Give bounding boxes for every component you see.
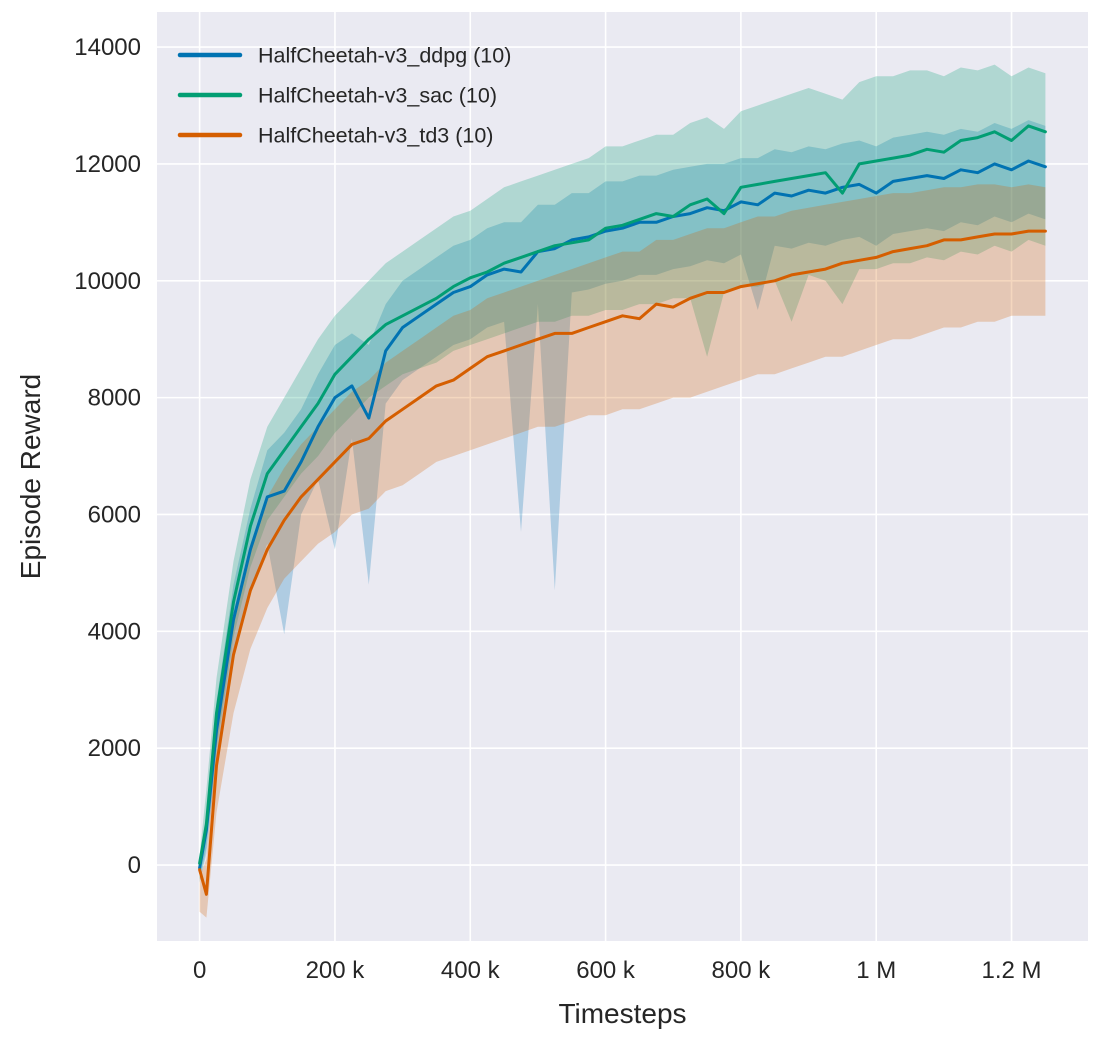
legend-label-ddpg: HalfCheetah-v3_ddpg (10) bbox=[258, 44, 511, 68]
grid bbox=[157, 12, 1088, 941]
y-tick-label: 4000 bbox=[88, 618, 141, 645]
y-tick-label: 6000 bbox=[88, 501, 141, 528]
y-tick-label: 10000 bbox=[74, 268, 141, 295]
legend-label-sac: HalfCheetah-v3_sac (10) bbox=[258, 84, 497, 108]
x-tick-label: 1.2 M bbox=[982, 957, 1042, 984]
mean-line-td3 bbox=[198, 229, 1047, 896]
series-layer bbox=[198, 64, 1047, 918]
y-tick-label: 8000 bbox=[88, 385, 141, 412]
legend: HalfCheetah-v3_ddpg (10) HalfCheetah-v3_s… bbox=[177, 44, 511, 148]
legend-item-ddpg: HalfCheetah-v3_ddpg (10) bbox=[177, 44, 511, 68]
x-tick-label: 400 k bbox=[441, 957, 501, 984]
mean-line-sac bbox=[198, 124, 1047, 865]
x-tick-label: 1 M bbox=[856, 957, 896, 984]
confidence-band-td3 bbox=[199, 184, 1046, 918]
mean-line-ddpg bbox=[198, 159, 1047, 870]
x-tick-label: 800 k bbox=[712, 957, 772, 984]
confidence-band-sac bbox=[199, 64, 1046, 880]
tick-labels: 0 200 k 400 k 600 k 800 k 1 M 1.2 M 0 2000 4000 60… bbox=[74, 34, 1041, 984]
x-tick-label: 0 bbox=[193, 957, 206, 984]
x-tick-label: 600 k bbox=[576, 957, 636, 984]
y-tick-label: 0 bbox=[128, 852, 141, 879]
y-tick-label: 2000 bbox=[88, 735, 141, 762]
plot-area bbox=[157, 12, 1088, 941]
y-tick-label: 12000 bbox=[74, 151, 141, 178]
legend-item-td3: HalfCheetah-v3_td3 (10) bbox=[177, 124, 493, 148]
y-tick-label: 14000 bbox=[74, 34, 141, 61]
y-axis-label: Episode Reward bbox=[15, 374, 46, 579]
legend-label-td3: HalfCheetah-v3_td3 (10) bbox=[258, 124, 493, 148]
x-tick-label: 200 k bbox=[306, 957, 366, 984]
x-axis-label: Timesteps bbox=[558, 998, 686, 1029]
legend-item-sac: HalfCheetah-v3_sac (10) bbox=[177, 84, 497, 108]
